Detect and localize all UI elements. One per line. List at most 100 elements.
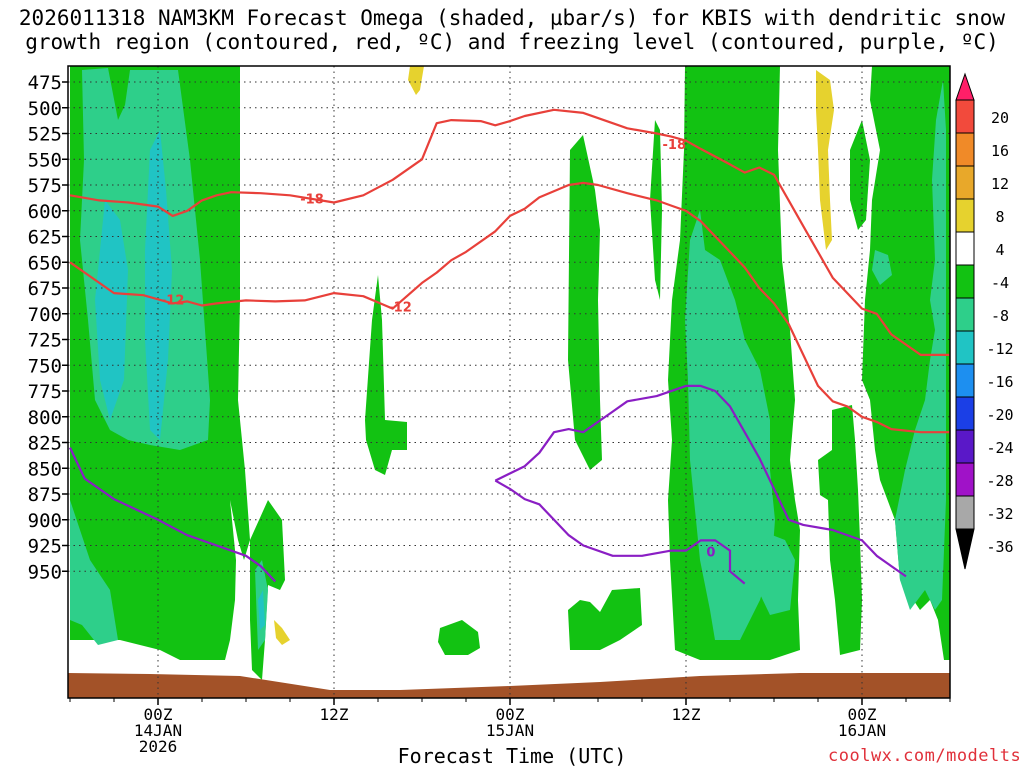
grid-lines <box>68 66 950 698</box>
ground-terrain <box>68 673 950 698</box>
y-tick-label: 550 <box>28 149 62 171</box>
colorbar: 20 16 12 8 4 -4 -8 -12 -16 -20 -24 -28 -32 -36 <box>955 72 1014 570</box>
contour-label: 0 <box>706 546 715 561</box>
colorbar-swatch <box>955 396 975 431</box>
colorbar-swatch <box>955 165 975 200</box>
colorbar-label: 16 <box>991 142 1009 160</box>
x-tick-label: 15JAN <box>486 721 534 740</box>
colorbar-label: -36 <box>986 538 1013 556</box>
y-tick-label: 675 <box>28 278 62 300</box>
omega-region <box>850 120 870 230</box>
omega-region <box>568 135 602 470</box>
x-tick-label: 16JAN <box>838 721 886 740</box>
omega-region <box>895 80 946 610</box>
y-tick-label: 725 <box>28 330 62 352</box>
omega-region <box>145 130 172 440</box>
omega-region <box>438 620 480 655</box>
chart-subtitle: growth region (contoured, red, ºC) and f… <box>25 30 999 54</box>
y-tick-label: 825 <box>28 433 62 455</box>
colorbar-swatch <box>955 462 975 497</box>
y-tick-label: 850 <box>28 458 62 480</box>
contour-label: -18 <box>300 192 324 207</box>
colorbar-swatch <box>955 198 975 233</box>
colorbar-label: -28 <box>986 472 1013 490</box>
omega-cyan-regions <box>95 130 265 630</box>
omega-region <box>365 275 407 475</box>
colorbar-top-arrow <box>955 72 975 101</box>
omega-region <box>650 120 662 300</box>
x-tick-label: 14JAN <box>134 721 182 740</box>
y-tick-label: 500 <box>28 98 62 120</box>
colorbar-label: 8 <box>995 208 1004 226</box>
chart-title: 2026011318 NAM3KM Forecast Omega (shaded… <box>18 6 1006 30</box>
colorbar-label: -12 <box>986 340 1013 358</box>
colorbar-swatch <box>955 297 975 332</box>
colorbar-label: 4 <box>995 241 1004 259</box>
x-tick-label: 12Z <box>320 705 349 724</box>
contour-line <box>494 384 907 578</box>
y-tick-label: 875 <box>28 484 62 506</box>
omega-region <box>258 590 265 630</box>
x-tick-label: 00Z <box>496 705 525 724</box>
y-tick-label: 575 <box>28 175 62 197</box>
y-tick-label: 700 <box>28 304 62 326</box>
colorbar-label: -8 <box>991 307 1009 325</box>
x-tick-label: 00Z <box>144 705 173 724</box>
contour-label: -12 <box>161 293 185 308</box>
colorbar-label: -20 <box>986 406 1013 424</box>
contour-labels: -18 -18 -12 -12 0 <box>161 138 716 561</box>
x-tick-label: 00Z <box>848 705 877 724</box>
colorbar-label: 12 <box>991 175 1009 193</box>
colorbar-label: -4 <box>991 274 1009 292</box>
colorbar-swatch <box>955 99 975 134</box>
omega-region <box>274 620 290 645</box>
y-tick-label: 625 <box>28 227 62 249</box>
omega-shading <box>68 66 950 698</box>
y-tick-label: 925 <box>28 536 62 558</box>
plot-frame <box>67 65 951 699</box>
omega-region <box>408 66 424 95</box>
y-tick-label: 600 <box>28 201 62 223</box>
y-tick-label: 775 <box>28 381 62 403</box>
omega-region <box>816 70 834 250</box>
omega-region <box>818 405 862 655</box>
colorbar-swatch <box>955 330 975 365</box>
colorbar-label: 20 <box>991 109 1009 127</box>
contour-line <box>69 447 277 583</box>
contour-line <box>69 181 950 434</box>
colorbar-label: -16 <box>986 373 1013 391</box>
colorbar-swatch <box>955 264 975 299</box>
x-axis-label: Forecast Time (UTC) <box>397 744 627 768</box>
omega-region <box>70 500 118 645</box>
y-tick-label: 475 <box>28 72 62 94</box>
colorbar-swatch <box>955 132 975 167</box>
y-tick-label: 900 <box>28 510 62 532</box>
y-tick-label: 800 <box>28 407 62 429</box>
y-tick-label: 950 <box>28 561 62 583</box>
contour-lines <box>69 108 950 585</box>
colorbar-bottom-arrow <box>955 528 975 570</box>
x-tick-label: 2026 <box>139 737 178 756</box>
x-tick-label: 12Z <box>672 705 701 724</box>
contour-label: -12 <box>388 301 412 316</box>
colorbar-swatch <box>955 231 975 266</box>
colorbar-swatch <box>955 495 975 530</box>
colorbar-swatch <box>955 363 975 398</box>
omega-region <box>95 200 128 420</box>
contour-line <box>69 108 950 356</box>
contour-label: -18 <box>663 138 687 153</box>
colorbar-swatch <box>955 429 975 464</box>
colorbar-label: -32 <box>986 505 1013 523</box>
y-tick-label: 650 <box>28 252 62 274</box>
colorbar-label: -24 <box>986 439 1013 457</box>
y-axis: 475 500 525 550 575 600 625 650 675 700 725 750 775 8… <box>28 72 68 583</box>
omega-region <box>758 535 795 615</box>
y-tick-label: 525 <box>28 124 62 146</box>
omega-yellow-regions <box>274 66 834 645</box>
omega-region <box>872 250 892 285</box>
credit-text: coolwx.com/modelts <box>828 746 1022 766</box>
y-tick-label: 750 <box>28 355 62 377</box>
omega-region <box>685 210 775 640</box>
